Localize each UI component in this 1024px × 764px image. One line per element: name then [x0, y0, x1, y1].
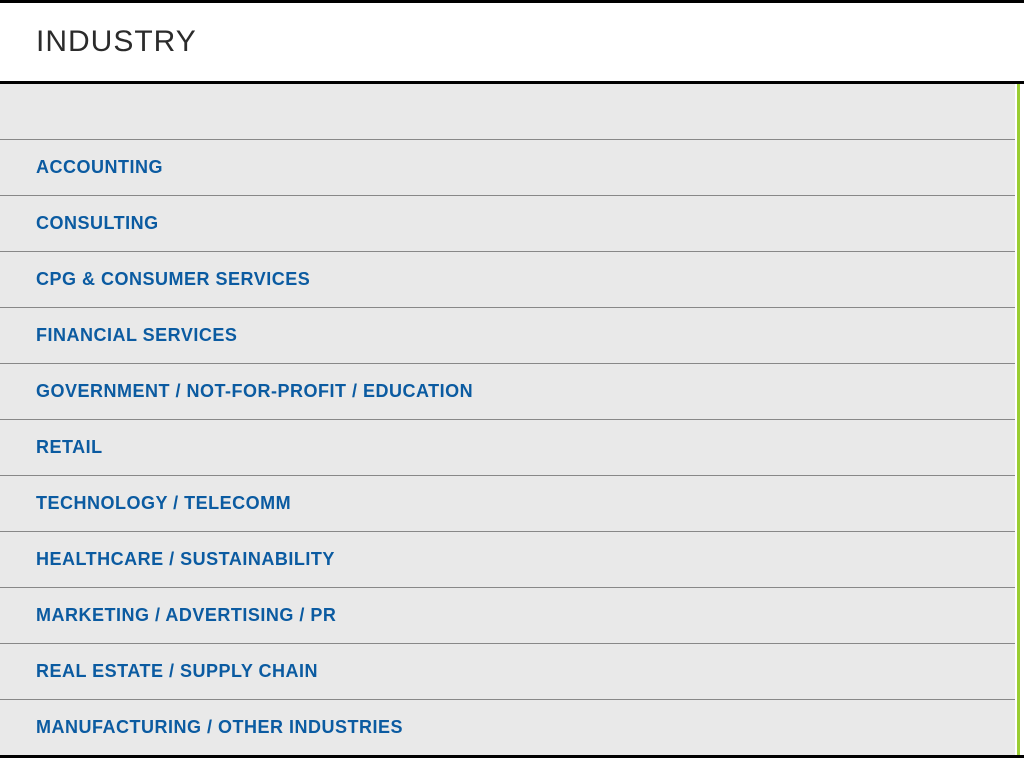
industry-label: CONSULTING: [36, 213, 159, 233]
content-bottom-rule: [0, 755, 1024, 758]
industry-row-consulting[interactable]: CONSULTING: [0, 195, 1015, 251]
industry-label: GOVERNMENT / NOT-FOR-PROFIT / EDUCATION: [36, 381, 473, 401]
industry-label: RETAIL: [36, 437, 103, 457]
industry-label: ACCOUNTING: [36, 157, 163, 177]
industry-row-marketing[interactable]: MARKETING / ADVERTISING / PR: [0, 587, 1015, 643]
industry-row-retail[interactable]: RETAIL: [0, 419, 1015, 475]
industry-label: TECHNOLOGY / TELECOMM: [36, 493, 291, 513]
industry-row-government[interactable]: GOVERNMENT / NOT-FOR-PROFIT / EDUCATION: [0, 363, 1015, 419]
industry-label: REAL ESTATE / SUPPLY CHAIN: [36, 661, 318, 681]
industry-row-manufacturing[interactable]: MANUFACTURING / OTHER INDUSTRIES: [0, 699, 1015, 755]
industry-row-technology[interactable]: TECHNOLOGY / TELECOMM: [0, 475, 1015, 531]
industry-list: ACCOUNTING CONSULTING CPG & CONSUMER SER…: [0, 84, 1015, 755]
industry-label: FINANCIAL SERVICES: [36, 325, 237, 345]
right-accent-stripe: [1017, 84, 1020, 755]
industry-row-accounting[interactable]: ACCOUNTING: [0, 139, 1015, 195]
industry-row-healthcare[interactable]: HEALTHCARE / SUSTAINABILITY: [0, 531, 1015, 587]
industry-label: CPG & CONSUMER SERVICES: [36, 269, 310, 289]
industry-row-cpg[interactable]: CPG & CONSUMER SERVICES: [0, 251, 1015, 307]
content-outer: ACCOUNTING CONSULTING CPG & CONSUMER SER…: [0, 84, 1024, 755]
industry-row-realestate[interactable]: REAL ESTATE / SUPPLY CHAIN: [0, 643, 1015, 699]
industry-label: HEALTHCARE / SUSTAINABILITY: [36, 549, 335, 569]
industry-row-financial[interactable]: FINANCIAL SERVICES: [0, 307, 1015, 363]
header-bar: INDUSTRY: [0, 3, 1024, 81]
page: INDUSTRY ACCOUNTING CONSULTING CPG & CON…: [0, 0, 1024, 758]
industry-label: MARKETING / ADVERTISING / PR: [36, 605, 336, 625]
page-title: INDUSTRY: [36, 25, 988, 59]
industry-label: MANUFACTURING / OTHER INDUSTRIES: [36, 717, 403, 737]
blank-header-row: [0, 84, 1015, 139]
